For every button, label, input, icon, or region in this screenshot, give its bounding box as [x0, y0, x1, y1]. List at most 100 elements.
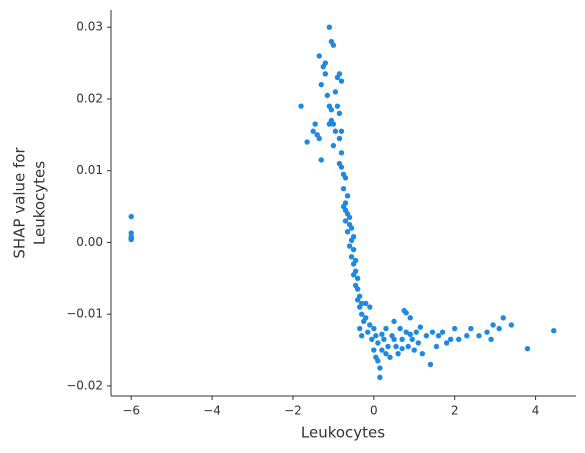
point [346, 214, 353, 221]
point [551, 328, 557, 334]
point [369, 336, 375, 343]
point [338, 78, 345, 84]
point [395, 350, 401, 357]
point [346, 243, 353, 249]
point [423, 333, 430, 339]
point [413, 329, 419, 335]
point [336, 71, 343, 77]
point [484, 329, 490, 335]
point [399, 345, 405, 352]
point [316, 135, 322, 142]
point [348, 237, 355, 244]
point [348, 225, 355, 231]
point [324, 92, 331, 99]
point [316, 53, 322, 59]
point [397, 325, 403, 332]
point [332, 89, 339, 95]
point [381, 336, 387, 343]
point [476, 333, 482, 339]
point [318, 157, 324, 163]
point [407, 315, 413, 321]
point [379, 331, 385, 337]
point [128, 235, 134, 241]
point [407, 331, 413, 337]
x-tick-label: −2 [284, 404, 302, 418]
y-tick-label: −0.01 [66, 307, 103, 321]
point [443, 340, 450, 346]
point [298, 103, 304, 109]
point [338, 164, 345, 170]
point [433, 343, 440, 350]
point [367, 322, 373, 328]
point [490, 322, 496, 328]
point [358, 311, 365, 317]
point [322, 60, 329, 66]
point [391, 336, 397, 343]
point [328, 107, 335, 113]
point [332, 128, 339, 134]
point [354, 286, 361, 292]
point [399, 336, 405, 343]
y-tick-label: 0.03 [76, 20, 103, 34]
point [128, 213, 134, 220]
point [338, 150, 345, 156]
point [365, 329, 371, 335]
point [383, 325, 389, 332]
x-tick-label: 2 [451, 404, 459, 418]
point [318, 81, 324, 88]
y-axis-label: SHAP value for Leukocytes [11, 147, 49, 259]
x-tick-label: −4 [203, 404, 221, 418]
point [354, 297, 361, 303]
point [393, 343, 399, 350]
point [330, 142, 337, 149]
point [411, 347, 417, 353]
point [375, 340, 381, 346]
point [356, 325, 363, 332]
point [468, 325, 474, 332]
point [435, 333, 442, 339]
point [330, 42, 337, 48]
point [336, 110, 343, 117]
y-tick-label: 0.02 [76, 91, 103, 105]
point [342, 175, 349, 181]
point [344, 228, 351, 235]
point [403, 310, 409, 316]
point [350, 261, 357, 267]
point [375, 358, 381, 364]
point [358, 333, 365, 339]
point [312, 121, 318, 127]
point [451, 325, 458, 332]
point [415, 340, 422, 346]
y-tick-label: 0.01 [76, 163, 103, 177]
point [367, 304, 373, 310]
point [338, 128, 345, 134]
y-tick-label: 0.00 [76, 235, 103, 249]
x-axis-label: Leukocytes [301, 424, 385, 442]
point [405, 343, 411, 350]
x-tick-label: 4 [532, 404, 540, 418]
point [417, 324, 424, 330]
point [344, 193, 351, 199]
point [403, 329, 409, 335]
point [524, 345, 531, 352]
point [488, 336, 494, 343]
point [363, 315, 369, 321]
y-axis-label-line: Leukocytes [31, 161, 49, 245]
point [439, 329, 446, 335]
point [371, 325, 377, 332]
point [508, 322, 515, 328]
point [354, 275, 361, 282]
point [342, 218, 349, 224]
point [363, 300, 369, 307]
point [377, 374, 383, 381]
point [340, 185, 347, 192]
point [500, 315, 506, 321]
y-tick-label: −0.02 [66, 378, 103, 392]
point [383, 350, 389, 357]
point [447, 336, 454, 343]
point [496, 325, 502, 332]
point [371, 347, 377, 353]
point [310, 128, 316, 134]
point [464, 333, 470, 339]
